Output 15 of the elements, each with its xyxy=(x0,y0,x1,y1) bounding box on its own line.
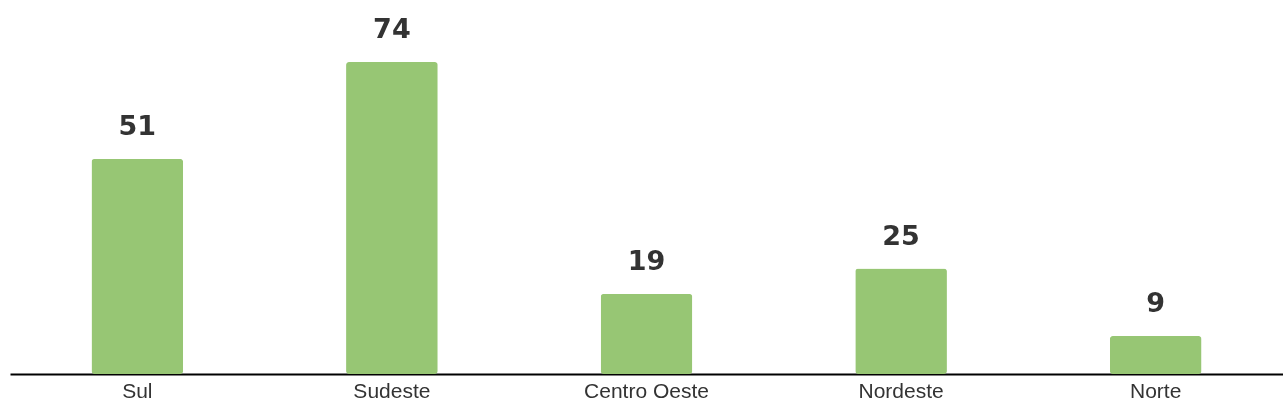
data-label: 74 xyxy=(373,13,411,44)
x-tick-label: Nordeste xyxy=(858,378,944,402)
x-tick-label: Sudeste xyxy=(353,378,431,402)
x-tick-label: Norte xyxy=(1130,378,1182,402)
data-label: 19 xyxy=(627,244,666,276)
data-label: 25 xyxy=(882,219,920,251)
bar xyxy=(600,293,693,374)
data-label: 9 xyxy=(1146,287,1166,319)
data-label: 51 xyxy=(118,109,157,141)
bar xyxy=(346,62,438,374)
bar xyxy=(855,268,947,374)
bar xyxy=(91,158,184,374)
x-tick-label: Centro Oeste xyxy=(584,378,709,402)
bar xyxy=(1109,336,1202,374)
x-tick-label: Sul xyxy=(122,378,153,402)
